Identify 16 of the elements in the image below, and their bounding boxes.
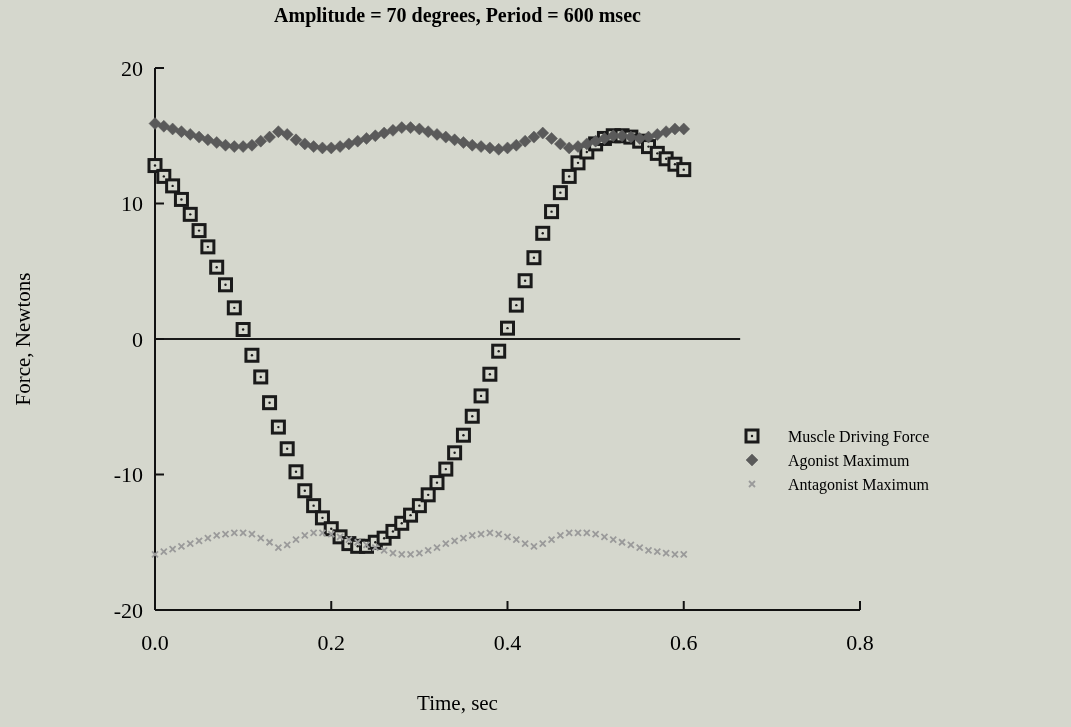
y-axis-title: Force, Newtons (11, 272, 35, 406)
x-tick-label: 0.0 (141, 630, 169, 655)
y-tick-label: 20 (121, 55, 143, 81)
y-tick-label: 10 (121, 191, 143, 217)
y-tick-label: -20 (113, 597, 143, 623)
chart-title: Amplitude = 70 degrees, Period = 600 msec (274, 4, 642, 27)
x-tick-label: 0.6 (670, 630, 698, 655)
x-axis-title: Time, sec (417, 691, 498, 715)
legend-label: Agonist Maximum (788, 451, 910, 470)
legend-label: Antagonist Maximum (788, 475, 930, 494)
y-tick-label: 0 (132, 326, 143, 352)
x-tick-label: 0.2 (317, 630, 345, 655)
legend-label: Muscle Driving Force (788, 427, 930, 446)
x-tick-label: 0.8 (846, 630, 874, 655)
x-tick-label: 0.4 (493, 630, 522, 655)
y-tick-label: -10 (113, 462, 143, 488)
